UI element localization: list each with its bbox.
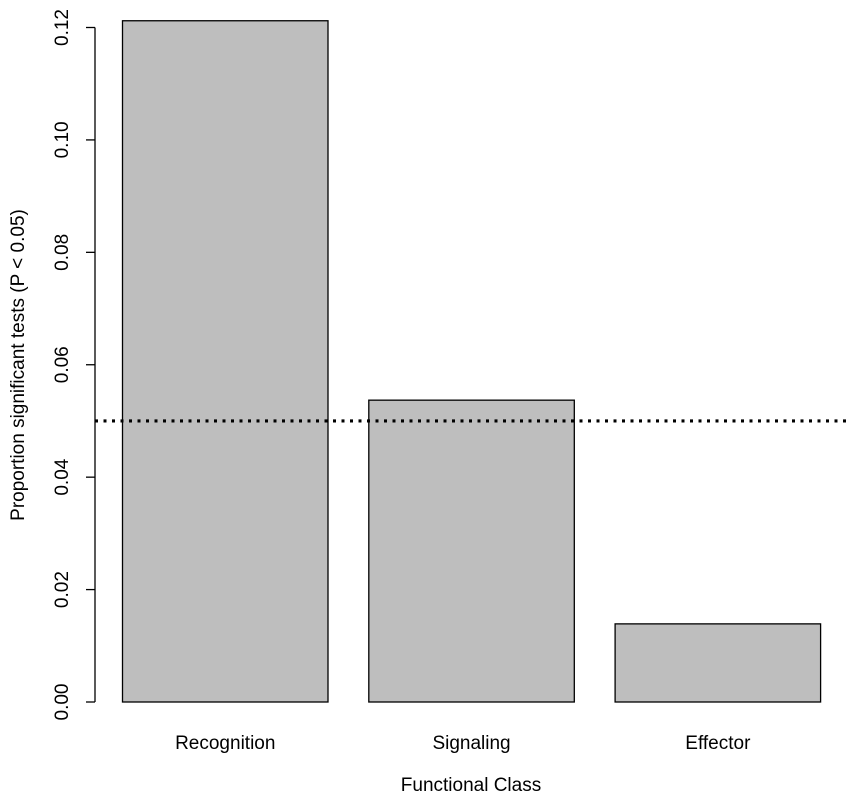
x-category-labels: Recognition Signaling Effector bbox=[175, 733, 751, 754]
bars bbox=[121, 20, 822, 703]
bar-signaling bbox=[368, 399, 575, 703]
y-tick-label: 0.08 bbox=[52, 234, 73, 271]
bar-effector bbox=[614, 623, 822, 703]
x-category-label: Signaling bbox=[432, 733, 510, 754]
y-tick-label: 0.06 bbox=[52, 346, 73, 383]
y-axis: 0.00 0.02 0.04 0.06 0.08 0.10 0.12 bbox=[52, 9, 96, 721]
x-category-label: Recognition bbox=[175, 733, 275, 754]
y-tick-label: 0.02 bbox=[52, 571, 73, 608]
bar-recognition bbox=[121, 20, 329, 703]
y-tick-label: 0.10 bbox=[52, 121, 73, 158]
y-tick-label: 0.00 bbox=[52, 684, 73, 721]
x-axis-title: Functional Class bbox=[401, 775, 541, 796]
y-tick-label: 0.04 bbox=[52, 458, 73, 495]
y-axis-title: Proportion significant tests (P < 0.05) bbox=[8, 209, 29, 521]
y-tick-label: 0.12 bbox=[52, 9, 73, 46]
x-category-label: Effector bbox=[685, 733, 751, 754]
